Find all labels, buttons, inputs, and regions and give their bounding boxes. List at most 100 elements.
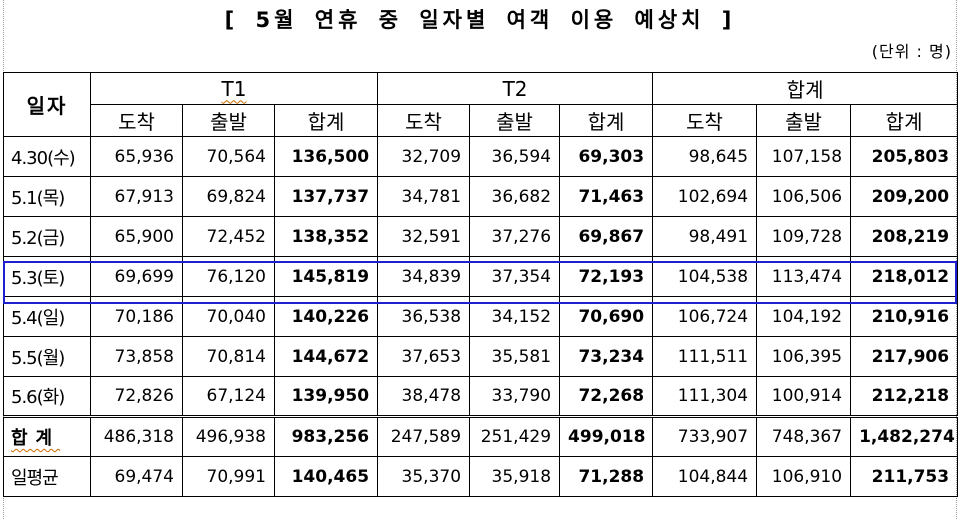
table-cell: 32,591 [377,216,471,257]
table-cell: 104,844 [652,456,758,497]
table-cell: 140,465 [273,456,379,497]
table-cell: 100,914 [756,376,852,417]
table-cell: 496,938 [182,415,275,457]
header-group-t2: T2 [377,72,654,105]
table-cell: 98,491 [652,216,758,257]
table-cell: 111,304 [652,376,758,417]
table-cell: 104,192 [756,296,852,337]
table-cell: 109,728 [756,216,852,257]
page-title: [ 5월 연휴 중 일자별 여객 이용 예상치 ] [224,8,736,32]
table-cell: 36,538 [377,296,471,337]
table-cell: 69,303 [559,136,654,177]
table-cell: 210,916 [850,296,959,337]
table-cell: 72,268 [559,376,654,417]
table-cell: 138,352 [273,216,379,257]
table-row: 5.2(금) 65,900 72,452 138,352 32,591 37,276 69,… [3,216,959,257]
table-cell: 211,753 [850,456,959,497]
table-cell: 36,594 [469,136,561,177]
table-cell: 144,672 [273,336,379,377]
table-cell: 38,478 [377,376,471,417]
table-cell: 72,826 [90,376,183,417]
table-cell: 76,120 [182,256,275,297]
table-cell: 209,200 [850,176,959,217]
table-cell: 65,900 [90,216,183,257]
table-cell: 32,709 [377,136,471,177]
table-cell: 247,589 [377,415,471,457]
table-cell: 72,452 [182,216,275,257]
table-cell: 104,538 [652,256,758,297]
table-cell: 107,158 [756,136,852,177]
table-cell: 34,152 [469,296,561,337]
row-label: 5.2(금) [3,216,91,257]
table-cell: 70,186 [90,296,183,337]
header-sub: 도착 [90,104,183,137]
table-cell: 34,781 [377,176,471,217]
table-row: 5.4(일) 70,186 70,040 140,226 36,538 34,152 70,… [3,296,959,337]
table-cell: 139,950 [273,376,379,417]
table-cell: 205,803 [850,136,959,177]
table-cell: 106,724 [652,296,758,337]
unit-label: (단위 : 명) [871,42,952,61]
table-cell: 208,219 [850,216,959,257]
row-label: 5.1(목) [3,176,91,217]
table-cell: 145,819 [273,256,379,297]
passenger-table: 일자 T1 T2 합계 도착 출발 합계 도착 출발 합계 도착 출발 합계 4… [3,72,959,497]
table-cell: 70,564 [182,136,275,177]
table-cell: 136,500 [273,136,379,177]
row-label: 5.5(월) [3,336,91,377]
header-sub: 도착 [377,104,471,137]
table-cell: 67,913 [90,176,183,217]
table-cell: 111,511 [652,336,758,377]
table-cell: 71,288 [559,456,654,497]
table-cell: 73,234 [559,336,654,377]
table-row: 5.1(목) 67,913 69,824 137,737 34,781 36,682 71,… [3,176,959,217]
table-cell: 35,918 [469,456,561,497]
table-cell: 37,354 [469,256,561,297]
table-cell: 35,370 [377,456,471,497]
header-day: 일자 [3,72,91,137]
table-cell: 106,395 [756,336,852,377]
header-group-total: 합계 [652,72,959,105]
table-cell: 106,910 [756,456,852,497]
header-row-sub: 도착 출발 합계 도착 출발 합계 도착 출발 합계 [4,104,959,137]
table-cell: 106,506 [756,176,852,217]
table-cell: 35,581 [469,336,561,377]
row-label: 5.4(일) [3,296,91,337]
table-cell: 212,218 [850,376,959,417]
header-sub: 합계 [559,104,654,137]
row-label: 5.3(토) [3,256,91,297]
table-cell: 217,906 [850,336,959,377]
table-cell: 98,645 [652,136,758,177]
table-cell: 70,690 [559,296,654,337]
table-cell: 36,682 [469,176,561,217]
table-cell: 733,907 [652,415,758,457]
table-cell: 73,858 [90,336,183,377]
table-row: 4.30(수) 65,936 70,564 136,500 32,709 36,594 69… [3,136,959,177]
table-cell: 33,790 [469,376,561,417]
header-row-groups: 일자 T1 T2 합계 [3,72,959,137]
table-cell: 69,699 [90,256,183,297]
row-label: 4.30(수) [3,136,91,177]
table-row: 5.5(월) 73,858 70,814 144,672 37,653 35,581 73,… [3,336,959,377]
header-sub: 출발 [756,104,852,137]
header-group-t1: T1 [89,72,379,105]
table-cell: 72,193 [559,256,654,297]
table-cell: 70,991 [182,456,275,497]
table-cell: 1,482,274 [850,415,959,457]
table-cell: 748,367 [756,415,852,457]
table-cell: 251,429 [469,415,561,457]
table-cell: 71,463 [559,176,654,217]
table-cell: 69,867 [559,216,654,257]
table-cell: 983,256 [273,415,379,457]
header-sub: 합계 [850,104,959,137]
header-sub: 출발 [182,104,275,137]
table-cell: 137,737 [273,176,379,217]
row-label: 일평균 [3,456,91,497]
table-cell: 34,839 [377,256,471,297]
total-row: 합계 486,318 496,938 983,256 247,589 251,429 499… [3,415,959,457]
table-cell: 140,226 [273,296,379,337]
table-row: 5.6(화) 72,826 67,124 139,950 38,478 33,790 72,… [3,376,959,417]
table-cell: 69,824 [182,176,275,217]
header-sub: 합계 [273,104,379,137]
table-cell: 113,474 [756,256,852,297]
